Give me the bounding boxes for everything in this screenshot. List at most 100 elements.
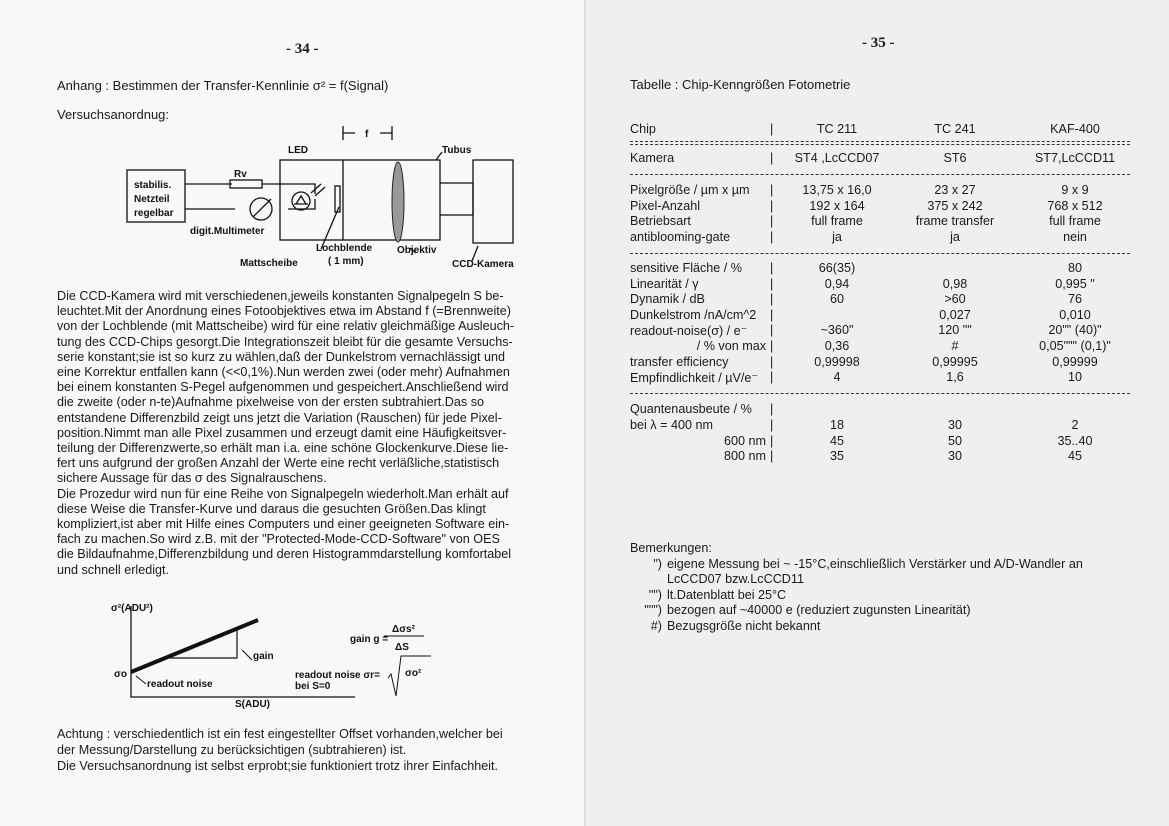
table-cell: TC 211 bbox=[816, 122, 858, 136]
table-rule bbox=[630, 174, 1130, 175]
row-label: Betriebsart bbox=[630, 214, 691, 229]
paragraph-line: sichere Aussage für das σ des Signalraus… bbox=[57, 471, 327, 486]
tubus-label: Tubus bbox=[442, 145, 472, 156]
table-cell: ~360" bbox=[820, 323, 854, 338]
remark-mark: #) bbox=[650, 618, 662, 633]
table-cell: TC 241 bbox=[934, 122, 976, 136]
table-cell: ST6 bbox=[943, 151, 967, 165]
paragraph-line: die Bildaufnahme,Differenzbildung und de… bbox=[57, 547, 512, 562]
paragraph-line: und schnell erledigt. bbox=[57, 562, 170, 577]
sigma0-label: σo bbox=[114, 669, 127, 680]
column-separator: | bbox=[770, 198, 774, 213]
table-cell: 35 bbox=[829, 449, 844, 464]
table-cell: 30 bbox=[947, 449, 962, 464]
x-axis-label: S(ADU) bbox=[235, 699, 270, 710]
paragraph-line: serie konstant;sie ist so kurz zu wählen… bbox=[57, 349, 505, 364]
remark-text: eigene Messung bei ~ -15°C,einschließlic… bbox=[667, 557, 1083, 571]
table-row: 800 nm | 35 30 45 bbox=[630, 449, 1130, 464]
column-separator: | bbox=[770, 323, 774, 338]
f-label: f bbox=[365, 129, 369, 140]
table-cell: 192 x 164 bbox=[809, 198, 865, 213]
column-separator: | bbox=[770, 354, 774, 369]
table-cell: 60 bbox=[829, 292, 844, 307]
table-row: 600 nm | 45 50 35..40 bbox=[630, 434, 1130, 449]
row-label: antiblooming-gate bbox=[630, 229, 731, 244]
remarks-title: Bemerkungen: bbox=[630, 541, 712, 555]
table-row: Kamera | ST4 ,LcCCD07 ST6 ST7,LcCCD11 bbox=[630, 151, 1130, 166]
table-cell: 120 "" bbox=[938, 323, 972, 338]
led-label: LED bbox=[288, 145, 308, 156]
gain-label: gain bbox=[253, 651, 274, 662]
table-cell: full frame bbox=[811, 214, 863, 229]
remark-mark: ") bbox=[653, 557, 662, 571]
table-row: sensitive Fläche / % | 66(35) 80 bbox=[630, 261, 1130, 276]
table-rule bbox=[630, 253, 1130, 254]
table-row: Chip | TC 211 TC 241 KAF-400 bbox=[630, 122, 1130, 137]
table-cell: 50 bbox=[947, 433, 962, 448]
gain-denominator: ΔS bbox=[395, 642, 409, 653]
lochblende-size: ( 1 mm) bbox=[328, 256, 364, 267]
table-row: / % von max | 0,36 #0,05""" (0,1)" bbox=[630, 339, 1130, 354]
objektiv-label: Objektiv bbox=[397, 245, 437, 256]
page-number: - 35 - bbox=[862, 35, 895, 51]
table-cell: 13,75 x 16,0 bbox=[802, 183, 872, 197]
table-row: Betriebsart | full frame frame transfer full… bbox=[630, 214, 1130, 229]
footer-line: Achtung : verschiedentlich ist ein fest … bbox=[57, 727, 503, 741]
table-cell: frame transfer bbox=[915, 214, 995, 229]
table-cell: 0,94 bbox=[824, 276, 850, 291]
paragraph-line: entstandene Differenzbild zeigt uns jetz… bbox=[57, 410, 502, 425]
paragraph-line: eine Korrektur entfallen kann (<<0,1%).N… bbox=[57, 365, 510, 380]
row-label: Linearität / γ bbox=[630, 276, 699, 291]
table-row: bei λ = 400 nm | 18 30 2 bbox=[630, 418, 1130, 433]
table-row: Quantenausbeute / % | bbox=[630, 402, 1130, 417]
remark-text: lt.Datenblatt bei 25°C bbox=[667, 587, 787, 602]
table-cell: nein bbox=[1063, 229, 1087, 244]
readout-condition: bei S=0 bbox=[295, 681, 331, 692]
table-cell: # bbox=[951, 339, 959, 353]
column-separator: | bbox=[770, 261, 774, 275]
footer-line: Die Versuchsanordnung ist selbst erprobt… bbox=[57, 759, 499, 773]
table-row: Pixelgröße / µm x µm | 13,75 x 16,0 23 x 27… bbox=[630, 183, 1130, 198]
table-row: Dunkelstrom /nA/cm^2 | 0,027 0,010 bbox=[630, 308, 1130, 323]
psu-label: Netzteil bbox=[134, 194, 170, 205]
table-cell: 0,010 bbox=[1059, 307, 1091, 322]
table-rule bbox=[630, 393, 1130, 394]
row-label: / % von max bbox=[696, 339, 766, 353]
remark-text: Bezugsgröße nicht bekannt bbox=[667, 618, 821, 633]
paragraph-line: fach zu machen.So wird z.B. mit der "Pro… bbox=[57, 532, 500, 547]
paragraph-line: fert uns aufgrund der großen Anzahl der … bbox=[57, 456, 500, 471]
remark-text: LcCCD07 bzw.LcCCD11 bbox=[667, 572, 804, 587]
table-rule bbox=[630, 141, 1130, 145]
readout-formula: readout noise σr= bbox=[295, 670, 380, 681]
table-row: antiblooming-gate | ja ja nein bbox=[630, 230, 1130, 245]
mattscheibe-label: Mattscheibe bbox=[240, 258, 298, 269]
lochblende-label: Lochblende bbox=[316, 243, 373, 254]
body-paragraph: Die CCD-Kamera wird mit verschiedenen,je… bbox=[57, 289, 514, 578]
table-cell: 0,99998 bbox=[814, 354, 860, 369]
rv-label: Rv bbox=[234, 169, 247, 180]
paragraph-line: bei einem konstanten S-Pegel aufgenommen… bbox=[57, 380, 509, 395]
table-cell: 2 bbox=[1071, 418, 1079, 432]
table-cell: 18 bbox=[829, 418, 844, 432]
remark-text: bezogen auf ~40000 e (reduziert zugunste… bbox=[667, 603, 971, 618]
paragraph-line: tung des CCD-Chips gesorgt.Die Integrati… bbox=[57, 334, 513, 349]
table-cell: ja bbox=[950, 229, 960, 244]
paragraph-line: von der Lochblende (mit Mattscheibe) wir… bbox=[57, 319, 515, 334]
table-cell: KAF-400 bbox=[1050, 122, 1100, 136]
paragraph-line: leuchtet.Mit der Anordnung eines Fotoobj… bbox=[57, 304, 511, 319]
row-label: Pixelgröße / µm x µm bbox=[630, 183, 750, 197]
transfer-graph: σ²(ADU²) S(ADU) σo gain readout noise ga… bbox=[111, 603, 431, 710]
column-separator: | bbox=[770, 276, 774, 291]
column-separator: | bbox=[770, 402, 774, 416]
table-cell: 0,36 bbox=[824, 339, 850, 353]
row-label: transfer efficiency bbox=[630, 354, 729, 369]
table-cell: 768 x 512 bbox=[1047, 198, 1103, 213]
table-cell: 80 bbox=[1067, 261, 1082, 275]
table-row: Dynamik / dB | 60 >60 76 bbox=[630, 292, 1130, 307]
table-row: Pixel-Anzahl | 192 x 164 375 x 242 768 x 512 bbox=[630, 199, 1130, 214]
table-cell: 0,99995 bbox=[932, 354, 978, 369]
table-cell: >60 bbox=[944, 292, 966, 307]
table-row: Empfindlichkeit / µV/e⁻ | 4 1,6 10 bbox=[630, 370, 1130, 385]
row-label: Chip bbox=[630, 122, 656, 136]
row-label: bei λ = 400 nm bbox=[630, 418, 713, 432]
